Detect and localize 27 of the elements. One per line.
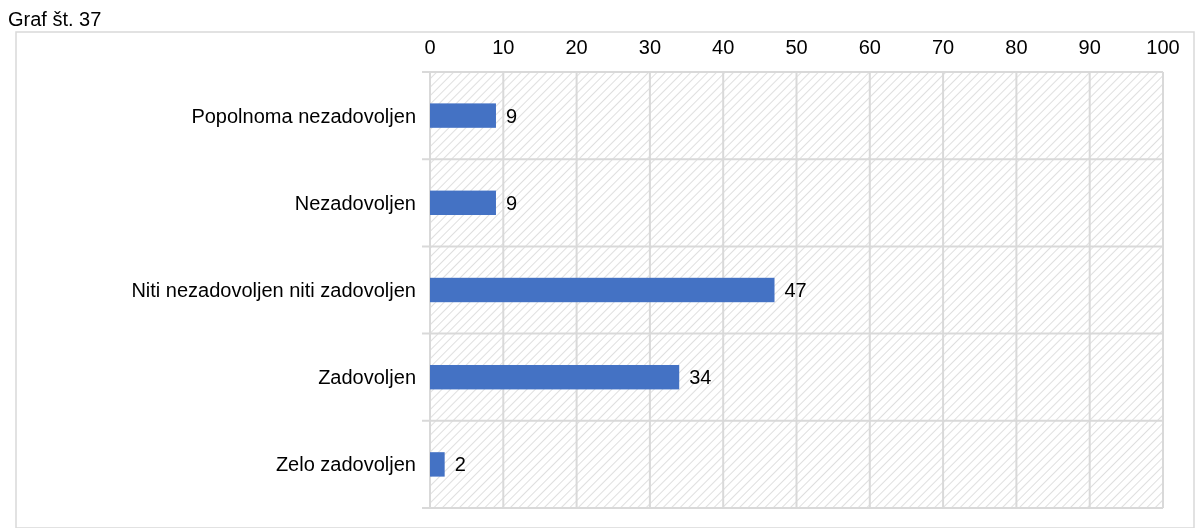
data-label: 2 — [454, 453, 466, 476]
y-tick-label: Zelo zadovoljen — [275, 453, 416, 476]
bar — [430, 103, 496, 128]
y-tick-label: Niti nezadovoljen niti zadovoljen — [131, 279, 416, 301]
y-tick-label: Nezadovoljen — [294, 191, 416, 214]
y-tick-label: Popolnoma nezadovoljen — [191, 104, 416, 127]
x-tick-label: 60 — [858, 36, 881, 58]
data-label: 34 — [689, 366, 712, 389]
data-label: 47 — [784, 279, 807, 301]
bar — [430, 364, 680, 390]
x-tick-label: 100 — [1146, 36, 1180, 58]
x-tick-label: 90 — [1078, 36, 1101, 58]
x-tick-label: 30 — [638, 36, 662, 58]
x-tick-label: 80 — [1005, 36, 1028, 58]
bar — [430, 452, 445, 477]
x-tick-label: 20 — [565, 36, 588, 58]
x-tick-label: 0 — [424, 36, 436, 58]
y-tick-label: Zadovoljen — [318, 366, 416, 389]
data-label: 9 — [505, 191, 518, 214]
bar — [430, 190, 496, 216]
x-tick-label: 10 — [492, 36, 515, 58]
data-label: 9 — [505, 104, 518, 127]
bar — [430, 277, 775, 303]
text: Graf št. 37 — [8, 8, 102, 30]
x-tick-label: 50 — [785, 36, 808, 58]
x-tick-label: 70 — [931, 36, 955, 58]
x-tick-label: 40 — [712, 36, 735, 58]
